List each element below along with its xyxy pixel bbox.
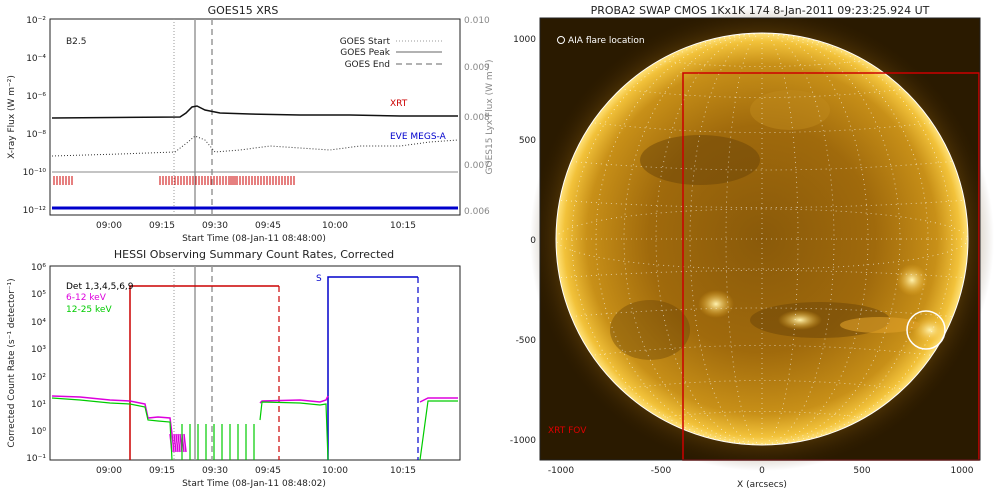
swap-plot-frame xyxy=(539,17,981,461)
goes-x-tick: 09:00 xyxy=(96,221,122,231)
swap-y-tick: 500 xyxy=(519,136,536,146)
goes-x-tick: 10:00 xyxy=(322,221,348,231)
hessi-legend-det: Det 1,3,4,5,6,9 xyxy=(66,282,134,292)
goes-panel: GOES15 XRS 10⁻² 10⁻⁴ 10⁻⁶ 10⁻⁸ 10⁻¹⁰ 10⁻… xyxy=(7,4,495,244)
hessi-title: HESSI Observing Summary Count Rates, Cor… xyxy=(114,248,394,261)
goes-y-tick: 10⁻¹⁰ xyxy=(23,168,47,178)
goes-y-tick: 10⁻⁶ xyxy=(26,92,46,102)
goes-eve-label: EVE MEGS-A xyxy=(390,132,447,142)
swap-limb xyxy=(555,32,969,446)
hessi-y-ticks: 10⁶ 10⁵ 10⁴ 10³ 10² 10¹ 10⁰ 10⁻¹ xyxy=(26,263,46,464)
goes-y2-tick: 0.010 xyxy=(464,16,490,26)
goes-flux-line xyxy=(51,105,458,119)
swap-coordinate-grid xyxy=(556,33,968,445)
goes-legend: GOES Start GOES Peak GOES End xyxy=(340,37,442,70)
goes-xrt-label: XRT xyxy=(390,99,408,109)
hessi-y-tick: 10³ xyxy=(31,345,46,355)
swap-y-tick: -500 xyxy=(516,336,537,346)
goes-y2-tick: 0.007 xyxy=(464,161,490,171)
goes-y-tick: 10⁻⁸ xyxy=(26,130,46,140)
goes-plot-frame xyxy=(49,18,461,216)
swap-x-tick: 500 xyxy=(853,466,870,476)
swap-x-tick: 0 xyxy=(759,466,765,476)
hessi-panel: HESSI Observing Summary Count Rates, Cor… xyxy=(7,248,461,489)
swap-flare-legend-label: AIA flare location xyxy=(568,36,645,46)
goes-y-ticks: 10⁻² 10⁻⁴ 10⁻⁶ 10⁻⁸ 10⁻¹⁰ 10⁻¹² xyxy=(23,16,47,216)
hessi-y-tick: 10² xyxy=(31,373,46,383)
swap-flare-legend-symbol xyxy=(557,36,565,44)
goes-xrt-ticks xyxy=(53,176,295,185)
hessi-y-tick: 10⁻¹ xyxy=(26,454,46,464)
goes-legend-start: GOES Start xyxy=(340,37,391,47)
goes-y2-label: GOES15 Lyx Flux (W m⁻²) xyxy=(485,60,495,175)
goes-y2-tick: 0.006 xyxy=(464,207,490,217)
hessi-x-tick: 09:00 xyxy=(96,466,122,476)
hessi-y-tick: 10⁴ xyxy=(31,318,46,328)
goes-x-ticks: 09:00 09:15 09:30 09:45 10:00 10:15 xyxy=(96,221,416,231)
goes-title: GOES15 XRS xyxy=(208,4,279,17)
goes-y-tick: 10⁻² xyxy=(26,16,46,26)
swap-fov-label: XRT FOV xyxy=(548,426,587,436)
goes-y-tick: 10⁻⁴ xyxy=(26,54,46,64)
hessi-plot-frame xyxy=(49,265,461,461)
hessi-x-tick: 09:15 xyxy=(149,466,175,476)
hessi-x-tick: 09:30 xyxy=(202,466,228,476)
goes-y2-tick: 0.009 xyxy=(464,63,490,73)
goes-y-tick: 10⁻¹² xyxy=(23,206,47,216)
goes-x-label: Start Time (08-Jan-11 08:48:00) xyxy=(182,234,326,244)
hessi-y-tick: 10⁶ xyxy=(31,263,46,273)
swap-y-tick: 1000 xyxy=(513,35,536,45)
goes-x-tick: 09:45 xyxy=(255,221,281,231)
hessi-y-tick: 10⁵ xyxy=(31,290,46,300)
hessi-red-interval xyxy=(129,285,279,460)
swap-y-tick: -1000 xyxy=(510,436,536,446)
goes-x-tick: 10:15 xyxy=(390,221,416,231)
goes-legend-end: GOES End xyxy=(345,60,390,70)
goes-x-tick: 09:15 xyxy=(149,221,175,231)
hessi-x-tick: 09:45 xyxy=(255,466,281,476)
swap-x-tick: 1000 xyxy=(951,466,974,476)
hessi-marker-s: S xyxy=(316,274,322,284)
goes-y-label: X-ray Flux (W m⁻²) xyxy=(7,75,17,159)
hessi-12-25-curve xyxy=(51,397,458,461)
hessi-blue-interval xyxy=(327,276,418,460)
hessi-x-tick: 10:15 xyxy=(390,466,416,476)
hessi-y-label: Corrected Count Rate (s⁻¹ detector⁻¹) xyxy=(7,278,17,447)
goes-y2-tick: 0.008 xyxy=(464,113,490,123)
goes-x-tick: 09:30 xyxy=(202,221,228,231)
hessi-legend-12-25: 12-25 keV xyxy=(66,305,112,315)
swap-y-ticks: 1000 500 0 -500 -1000 xyxy=(510,35,536,446)
hessi-y-tick: 10⁰ xyxy=(31,427,46,437)
goes-legend-peak: GOES Peak xyxy=(340,48,390,58)
hessi-legend-6-12: 6-12 keV xyxy=(66,293,107,303)
swap-panel: PROBA2 SWAP CMOS 1Kx1K 174 8-Jan-2011 09… xyxy=(510,4,994,490)
hessi-6-12-curve xyxy=(51,395,458,453)
goes-class-label: B2.5 xyxy=(66,37,87,47)
swap-y-tick: 0 xyxy=(530,236,536,246)
swap-sun-features xyxy=(610,90,948,360)
goes-y2-ticks: 0.010 0.009 0.008 0.007 0.006 xyxy=(464,16,490,217)
hessi-x-tick: 10:00 xyxy=(322,466,348,476)
swap-flare-circle xyxy=(906,310,946,350)
swap-x-label: X (arcsecs) xyxy=(737,480,787,490)
swap-x-tick: -1000 xyxy=(548,466,574,476)
hessi-x-label: Start Time (08-Jan-11 08:48:02) xyxy=(182,479,326,489)
swap-x-ticks: -1000 -500 0 500 1000 xyxy=(548,466,974,476)
swap-x-tick: -500 xyxy=(651,466,672,476)
hessi-x-ticks: 09:00 09:15 09:30 09:45 10:00 10:15 xyxy=(96,466,416,476)
hessi-y-tick: 10¹ xyxy=(31,400,46,410)
